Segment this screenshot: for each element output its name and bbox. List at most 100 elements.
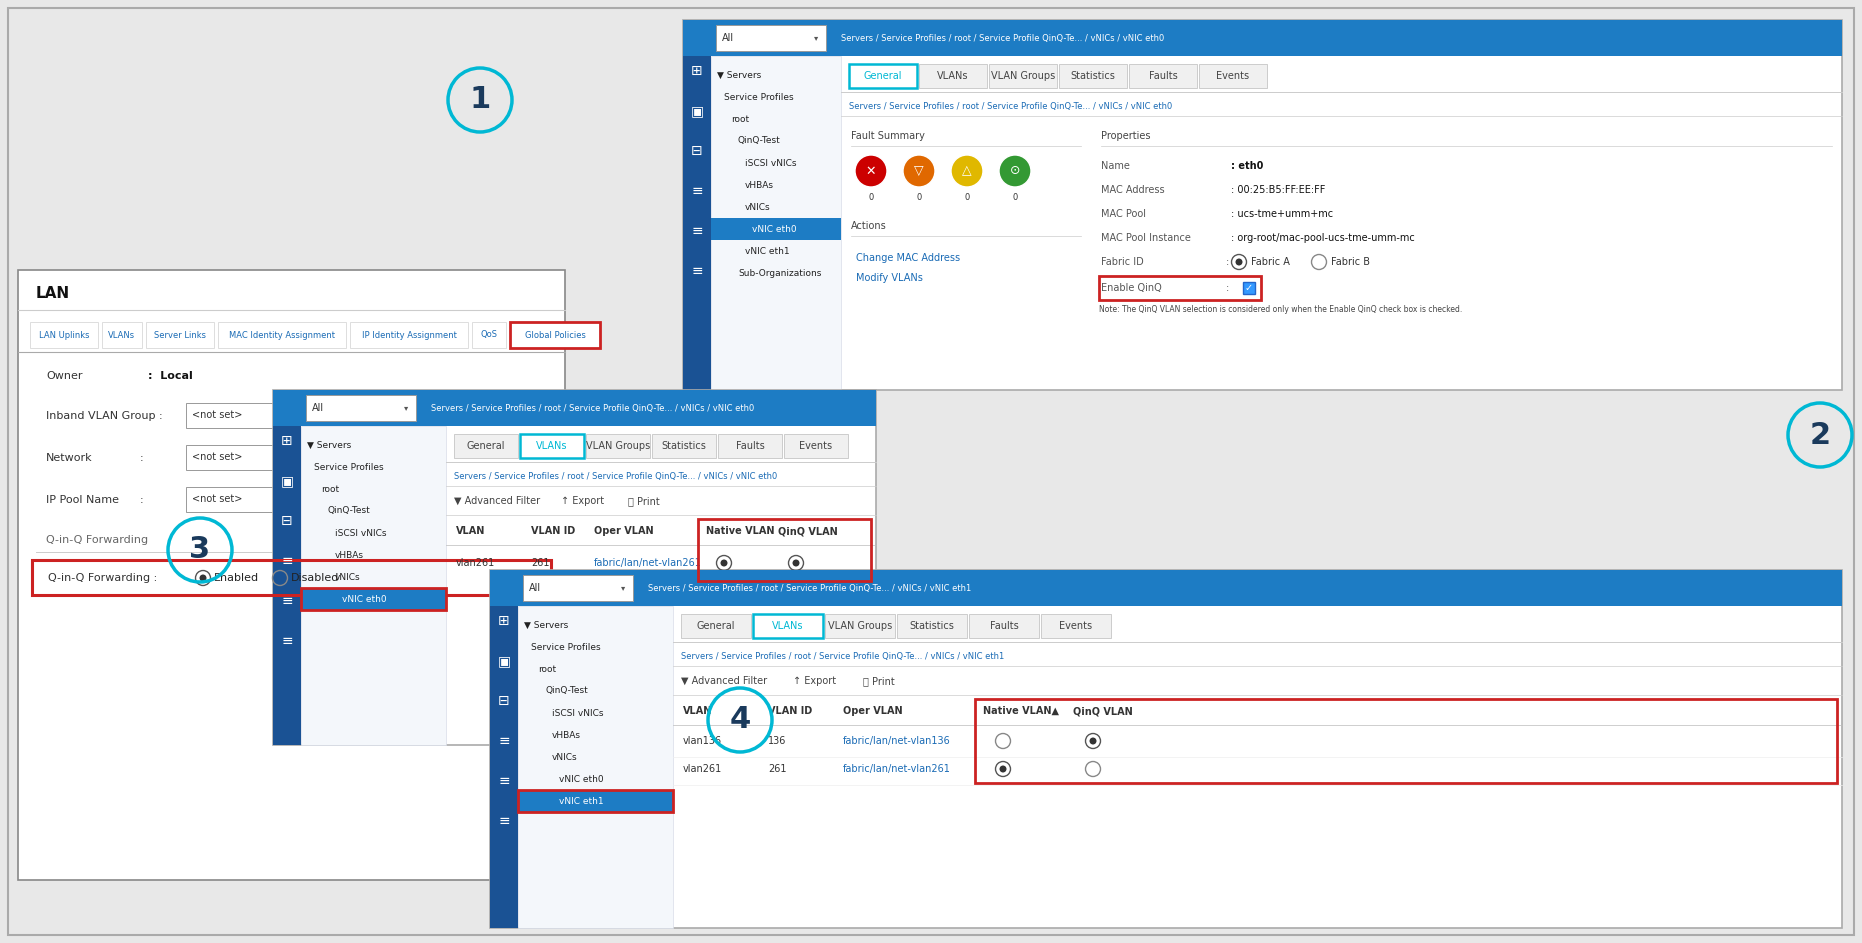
Text: Sub-Organizations: Sub-Organizations bbox=[737, 269, 821, 277]
Text: Statistics: Statistics bbox=[661, 441, 706, 451]
Text: ⊟: ⊟ bbox=[499, 694, 510, 708]
Text: ↑ Export: ↑ Export bbox=[793, 676, 836, 686]
Bar bbox=[681, 614, 750, 638]
Text: iSCSI vNICs: iSCSI vNICs bbox=[551, 708, 603, 718]
Text: ✓: ✓ bbox=[1246, 283, 1253, 293]
Text: vNIC eth1: vNIC eth1 bbox=[745, 246, 789, 256]
Text: ▣: ▣ bbox=[691, 104, 704, 118]
Text: VLAN ID: VLAN ID bbox=[531, 526, 575, 536]
Text: ▼ Servers: ▼ Servers bbox=[307, 440, 352, 450]
Text: Change MAC Address: Change MAC Address bbox=[857, 253, 961, 263]
Text: 0: 0 bbox=[916, 192, 922, 202]
Bar bbox=[274, 390, 875, 426]
Text: <not set>: <not set> bbox=[192, 453, 242, 462]
Bar bbox=[849, 64, 916, 88]
Text: QinQ VLAN: QinQ VLAN bbox=[1073, 706, 1132, 716]
Text: Enable QinQ: Enable QinQ bbox=[1100, 283, 1162, 293]
Text: Note: The QinQ VLAN selection is considered only when the Enable QinQ check box : Note: The QinQ VLAN selection is conside… bbox=[1099, 306, 1462, 315]
Bar bbox=[518, 790, 672, 812]
Bar bbox=[186, 403, 358, 428]
Text: vHBAs: vHBAs bbox=[335, 551, 363, 559]
Text: 2: 2 bbox=[1810, 421, 1830, 450]
Text: 4: 4 bbox=[730, 705, 750, 735]
Text: Native VLAN▲: Native VLAN▲ bbox=[983, 706, 1059, 716]
Bar bbox=[302, 426, 447, 745]
Text: Events: Events bbox=[1216, 71, 1249, 81]
Text: Faults: Faults bbox=[735, 441, 765, 451]
Text: ≡: ≡ bbox=[499, 814, 510, 828]
Text: 0: 0 bbox=[1013, 192, 1019, 202]
Text: Fabric ID: Fabric ID bbox=[1100, 257, 1143, 267]
Text: :: : bbox=[140, 495, 143, 505]
Bar bbox=[825, 614, 896, 638]
Bar bbox=[897, 614, 966, 638]
Bar bbox=[1099, 276, 1261, 300]
Text: : ucs-tme+umm+mc: : ucs-tme+umm+mc bbox=[1231, 209, 1333, 219]
Bar bbox=[587, 434, 650, 458]
Text: Statistics: Statistics bbox=[909, 621, 955, 631]
Text: ⊟: ⊟ bbox=[281, 514, 292, 528]
Circle shape bbox=[1000, 766, 1007, 772]
Text: ⎙ Print: ⎙ Print bbox=[862, 676, 896, 686]
Bar bbox=[752, 614, 823, 638]
Text: QinQ VLAN: QinQ VLAN bbox=[778, 526, 838, 536]
Text: vlan261: vlan261 bbox=[683, 764, 722, 774]
Text: Servers / Service Profiles / root / Service Profile QinQ-Te... / vNICs / vNIC et: Servers / Service Profiles / root / Serv… bbox=[842, 34, 1164, 42]
Bar bbox=[698, 519, 871, 581]
Bar bbox=[32, 560, 551, 595]
Text: :: : bbox=[1225, 283, 1229, 293]
Circle shape bbox=[1000, 155, 1032, 187]
Text: VLANs: VLANs bbox=[773, 621, 804, 631]
Bar bbox=[30, 322, 99, 348]
Text: Events: Events bbox=[1059, 621, 1093, 631]
Text: Oper VLAN: Oper VLAN bbox=[594, 526, 654, 536]
Bar bbox=[523, 575, 633, 601]
Text: Modify VLANs: Modify VLANs bbox=[857, 273, 924, 283]
Bar bbox=[1059, 64, 1127, 88]
Bar bbox=[683, 20, 1842, 390]
Text: :: : bbox=[140, 453, 143, 463]
Text: : 00:25:B5:FF:EE:FF: : 00:25:B5:FF:EE:FF bbox=[1231, 185, 1326, 195]
Text: VLAN Groups: VLAN Groups bbox=[991, 71, 1056, 81]
Bar bbox=[490, 570, 1842, 928]
Text: MAC Pool Instance: MAC Pool Instance bbox=[1100, 233, 1192, 243]
Text: Faults: Faults bbox=[989, 621, 1019, 631]
Text: ✕: ✕ bbox=[866, 164, 877, 177]
Bar bbox=[302, 588, 447, 610]
Text: QinQ-Test: QinQ-Test bbox=[546, 687, 588, 696]
Circle shape bbox=[1089, 737, 1097, 745]
Bar bbox=[920, 64, 987, 88]
Bar bbox=[218, 322, 346, 348]
Bar bbox=[186, 445, 358, 470]
Text: ≡: ≡ bbox=[499, 774, 510, 788]
Text: 0: 0 bbox=[868, 192, 873, 202]
Text: Network: Network bbox=[47, 453, 93, 463]
Text: vNICs: vNICs bbox=[745, 203, 771, 211]
Text: ≡: ≡ bbox=[281, 634, 292, 648]
Text: Q-in-Q Forwarding: Q-in-Q Forwarding bbox=[47, 535, 149, 545]
Text: ▼ Servers: ▼ Servers bbox=[717, 71, 762, 79]
Text: All: All bbox=[529, 583, 542, 593]
Text: 261: 261 bbox=[767, 764, 786, 774]
Bar bbox=[519, 434, 585, 458]
Text: Owner: Owner bbox=[47, 371, 82, 381]
Bar bbox=[652, 434, 717, 458]
Text: vHBAs: vHBAs bbox=[551, 731, 581, 739]
Bar bbox=[989, 64, 1058, 88]
Text: VLANs: VLANs bbox=[536, 441, 568, 451]
Bar bbox=[186, 487, 358, 512]
Text: VLAN Groups: VLAN Groups bbox=[829, 621, 892, 631]
Text: Server Links: Server Links bbox=[155, 330, 207, 339]
Text: General: General bbox=[696, 621, 735, 631]
Text: vHBAs: vHBAs bbox=[745, 180, 775, 190]
Text: vlan261: vlan261 bbox=[456, 558, 495, 568]
Text: ▣: ▣ bbox=[497, 654, 510, 668]
Text: Statistics: Statistics bbox=[1071, 71, 1115, 81]
Text: vNICs: vNICs bbox=[335, 572, 361, 582]
Text: : org-root/mac-pool-ucs-tme-umm-mc: : org-root/mac-pool-ucs-tme-umm-mc bbox=[1231, 233, 1415, 243]
Text: ▼ Advanced Filter: ▼ Advanced Filter bbox=[681, 676, 767, 686]
Text: ▼ Servers: ▼ Servers bbox=[523, 620, 568, 630]
Text: Servers / Service Profiles / root / Service Profile QinQ-Te... / vNICs / vNIC et: Servers / Service Profiles / root / Serv… bbox=[648, 584, 972, 592]
Bar bbox=[19, 270, 564, 880]
Text: VLAN: VLAN bbox=[456, 526, 486, 536]
